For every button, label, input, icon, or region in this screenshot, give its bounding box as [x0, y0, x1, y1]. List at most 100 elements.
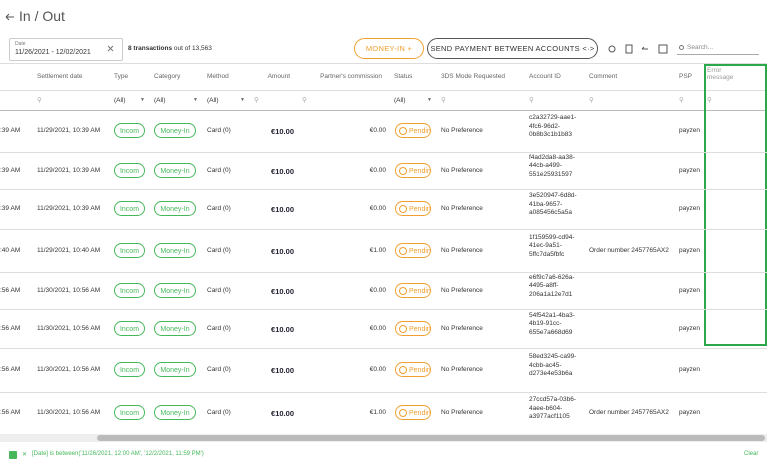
amount: €10.00 — [271, 205, 294, 214]
amount: €10.00 — [271, 286, 294, 296]
cell: Card (0) — [207, 127, 231, 134]
commission: €0.00 — [369, 286, 386, 294]
column-header[interactable]: Amount — [267, 73, 290, 80]
account-id: f4ad2da8-aa38-44cb-a499-551e25931597 — [529, 153, 575, 178]
send-payment-button[interactable]: SEND PAYMENT BETWEEN ACCOUNTS <·> — [427, 38, 598, 59]
cell: Card (0) — [207, 246, 231, 254]
category-pill: Money-In — [154, 282, 196, 298]
filter-select[interactable]: (All) — [154, 97, 166, 104]
filter-select[interactable]: (All) — [114, 97, 126, 104]
send-label: SEND PAYMENT BETWEEN ACCOUNTS — [430, 44, 580, 53]
filter-search[interactable]: ⚲ — [254, 97, 259, 104]
footer-close[interactable]: ✕ — [22, 452, 28, 458]
type-pill: Incom — [114, 123, 145, 138]
dropdown-arrow[interactable]: ▼ — [193, 97, 198, 103]
toolbar-icons[interactable] — [608, 44, 670, 54]
dropdown-arrow[interactable]: ▼ — [240, 97, 245, 103]
cell: Card (0) — [207, 409, 231, 416]
filter-search[interactable]: ⚲ — [302, 97, 307, 104]
date-range: 11/26/2021 - 12/02/2021 — [15, 49, 91, 56]
column-header[interactable]: Category — [154, 73, 181, 80]
status-pill: Pendin — [395, 123, 431, 138]
cell: No Preference — [441, 324, 483, 332]
account-id: c2a32729-aae1-4fc6-96d2-0b8b3c1b1b83 — [529, 114, 577, 138]
cell: No Preference — [441, 409, 483, 416]
footer-clear[interactable]: Clear — [744, 451, 759, 457]
column-header[interactable]: PSP — [679, 73, 693, 80]
clear-date[interactable] — [107, 45, 114, 52]
category-pill: Money-In — [154, 362, 196, 377]
cell: No Preference — [441, 127, 483, 134]
cell: Card (0) — [207, 324, 231, 332]
row-divider — [0, 189, 767, 190]
cell: payzen — [679, 286, 700, 294]
page-title: In / Out — [19, 8, 65, 24]
search[interactable]: Search... — [677, 42, 759, 55]
commission: €1.00 — [369, 409, 386, 416]
status-icon — [399, 324, 407, 333]
column-header[interactable]: Account ID — [529, 73, 561, 80]
filter-select[interactable]: (All) — [394, 97, 406, 104]
scrollbar[interactable] — [0, 434, 767, 442]
column-header[interactable]: 3DS Mode Requested — [441, 73, 505, 80]
cell: payzen — [679, 366, 700, 373]
filter-checkbox[interactable] — [9, 451, 17, 459]
dropdown-arrow[interactable]: ▼ — [140, 97, 145, 103]
status-pill: Pendin — [395, 201, 431, 216]
status-icon — [399, 127, 407, 135]
back-icon[interactable] — [5, 13, 15, 21]
status-pill: Pendin — [395, 242, 431, 258]
column-header[interactable]: Comment — [589, 73, 618, 80]
column-header[interactable]: Type — [114, 73, 129, 80]
cell: Card (0) — [207, 286, 231, 294]
cell: payzen — [679, 166, 700, 174]
type-pill: Incom — [114, 362, 145, 377]
commission: €1.00 — [369, 246, 386, 254]
row-divider — [0, 348, 767, 349]
money-in-label: MONEY-IN — [365, 44, 406, 53]
filter-search[interactable]: ⚲ — [707, 97, 712, 104]
cell: 11/30/2021, 10:56 AM — [37, 366, 101, 373]
column-header[interactable]: Settlement date — [37, 73, 83, 80]
row-divider — [0, 152, 767, 153]
commission: €0.00 — [369, 366, 386, 373]
filter-select[interactable]: (All) — [207, 97, 219, 104]
column-header[interactable]: Error message — [707, 67, 734, 81]
status-pill: Pendin — [395, 320, 431, 336]
row-divider — [0, 229, 767, 230]
cell: 11/30/2021, 10:56 AM — [37, 324, 101, 332]
money-in-button[interactable]: MONEY-IN + — [354, 38, 424, 59]
count-total: out of 13,563 — [173, 45, 212, 52]
cell: payzen — [679, 127, 700, 134]
column-header[interactable]: Method — [207, 73, 229, 80]
footer-filter: [Date] is between('11/26/2021, 12:00 AM'… — [32, 451, 204, 457]
cell: 11/29/2021, 10:39 AM — [37, 205, 101, 212]
column-header[interactable]: Partner's commission — [320, 73, 382, 80]
cell: :56 AM — [0, 324, 21, 332]
commission: €0.00 — [369, 127, 386, 134]
type-pill: Incom — [114, 201, 145, 216]
filter-search[interactable]: ⚲ — [441, 97, 446, 104]
column-header[interactable]: Status — [394, 73, 413, 80]
amount: €10.00 — [271, 127, 294, 136]
filter-search[interactable]: ⚲ — [37, 97, 42, 104]
filter-search[interactable]: ⚲ — [589, 97, 594, 104]
highlight-box — [704, 64, 767, 346]
filter-search[interactable]: ⚲ — [529, 97, 534, 104]
type-pill: Incom — [114, 282, 145, 298]
date-filter[interactable]: Date 11/26/2021 - 12/02/2021 — [9, 38, 123, 61]
commission: €0.00 — [369, 205, 386, 212]
cell: payzen — [679, 246, 700, 254]
filter-search[interactable]: ⚲ — [679, 97, 684, 104]
account-id: 27ccd57a-03b6-4aee-b604-a3977acf1105 — [529, 396, 576, 420]
commission: €0.00 — [369, 324, 386, 332]
amount: €10.00 — [271, 324, 294, 334]
dropdown-arrow[interactable]: ▼ — [427, 97, 432, 103]
type-pill: Incom — [114, 320, 145, 336]
amount: €10.00 — [271, 409, 294, 418]
cell: No Preference — [441, 166, 483, 174]
cell: 11/30/2021, 10:56 AM — [37, 409, 101, 416]
cell: payzen — [679, 409, 700, 416]
cell: 11/29/2021, 10:39 AM — [37, 127, 101, 134]
